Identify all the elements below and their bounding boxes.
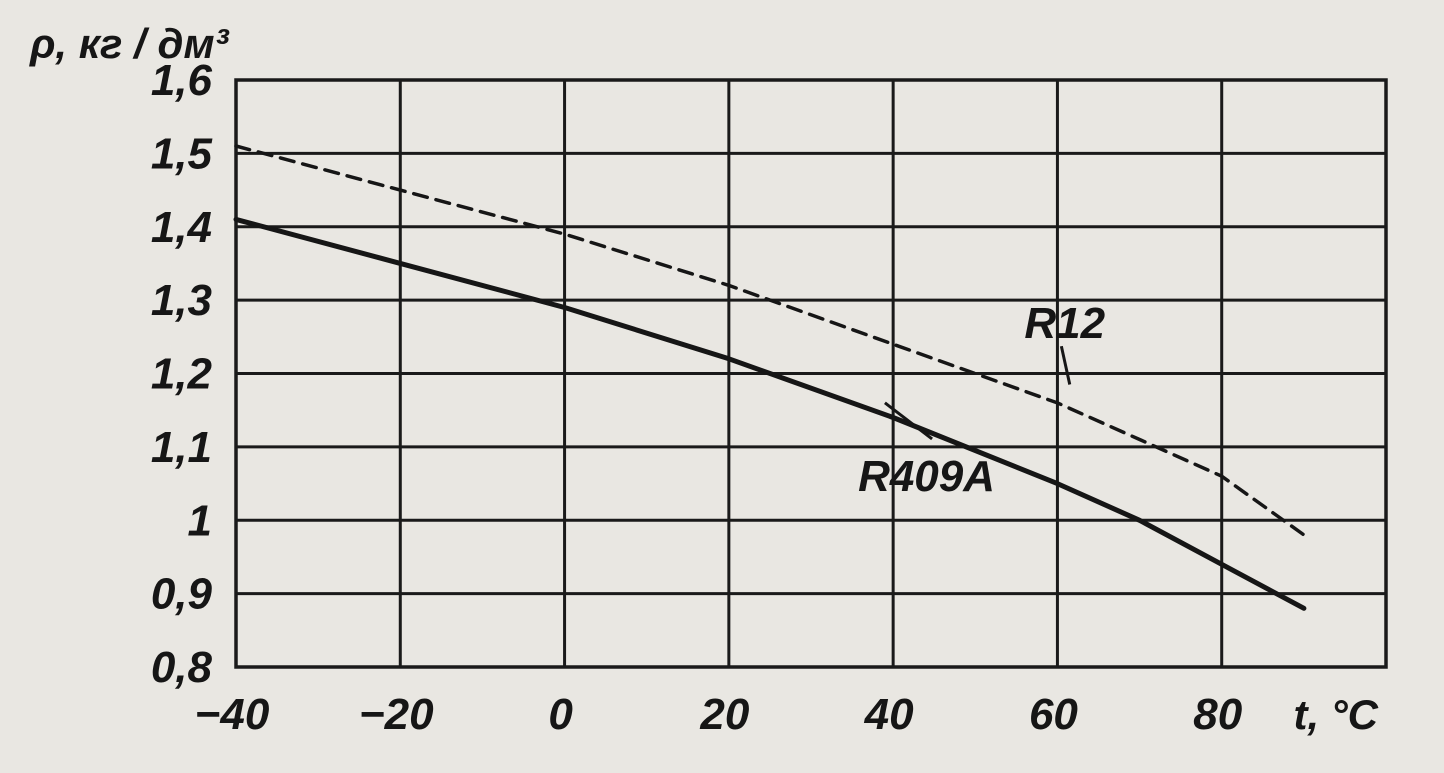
y-tick-label: 1,3 [151,276,212,325]
y-tick-label: 1,4 [151,203,212,252]
grid-layer [234,78,1388,669]
series-layer [233,144,1307,611]
series-line-r12 [234,144,1306,537]
series-label-r12: R12 [1024,299,1105,348]
y-tick-label: 1 [188,496,212,545]
x-tick-label: 0 [548,690,573,739]
label-layer: 0,8 0,9 1 1,1 1,2 1,3 1,4 1,5 1,6 −40 −20 0 20 40 60 80… [29,20,1379,739]
y-tick-label: 0,9 [151,570,213,619]
x-tick-label: −20 [359,690,434,739]
x-tick-label: −40 [195,690,270,739]
x-tick-label: 20 [699,690,749,739]
x-axis-title: t, °C [1294,691,1379,738]
plot-frame [234,78,1388,669]
series-label-r409a: R409A [858,452,995,501]
series-leader-r12 [1059,345,1072,385]
x-tick-label: 40 [864,690,914,739]
series-line-r409a [233,216,1307,611]
y-axis-title: ρ, кг / дм³ [29,20,230,67]
y-tick-label: 1,1 [151,423,212,472]
x-tick-label: 60 [1029,690,1078,739]
y-tick-label: 1,6 [151,56,213,105]
x-tick-label: 80 [1193,690,1242,739]
y-tick-label: 1,5 [151,129,213,178]
series-leader-r409a [884,401,933,441]
y-tick-label: 1,2 [151,350,213,399]
y-tick-label: 0,8 [151,643,213,692]
